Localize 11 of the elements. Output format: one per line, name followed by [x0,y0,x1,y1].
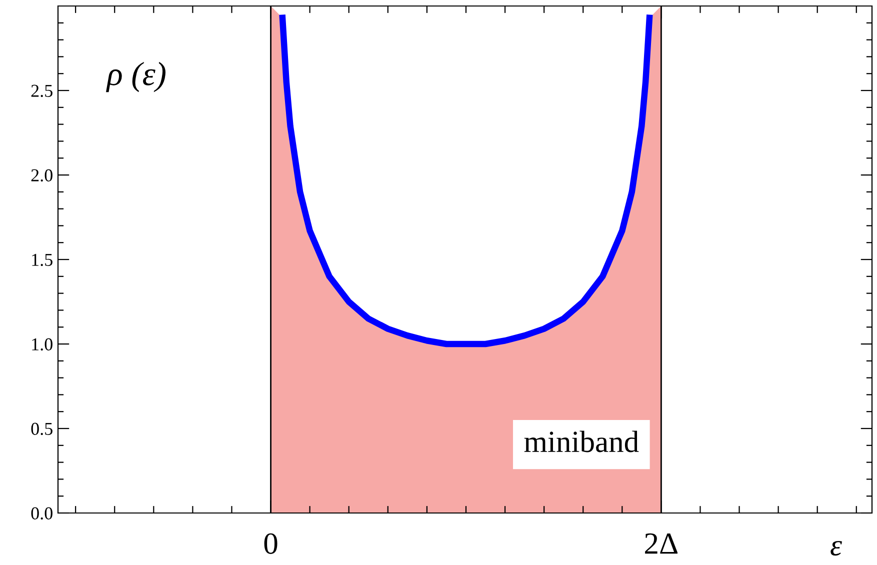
annotation: miniband [524,430,639,452]
y-tick-label: 0.0 [31,507,52,520]
y-axis-title: ρ (ε) [106,62,166,92]
x-tick-label: 2Δ [645,533,678,554]
x-tick-label: 0 [264,533,278,554]
x-axis-title: ε [830,540,842,556]
y-tick-label: 2.0 [31,169,52,182]
y-tick-label: 1.0 [32,338,52,351]
y-tick-label: 1.5 [32,254,52,266]
y-tick-label: 2.5 [31,84,52,98]
y-tick-label: 0.5 [31,422,52,436]
